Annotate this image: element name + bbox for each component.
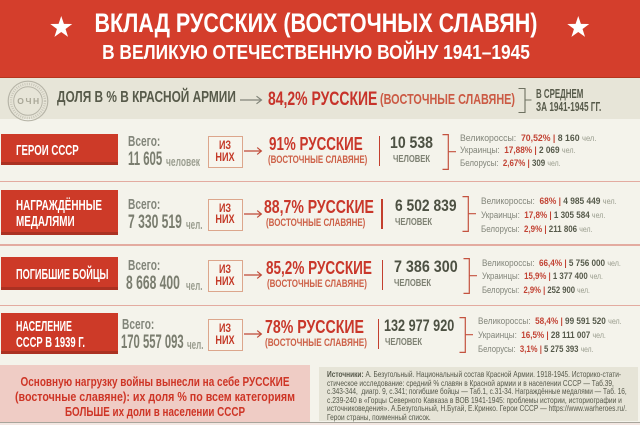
svg-text:ОЧН: ОЧН <box>17 96 41 106</box>
